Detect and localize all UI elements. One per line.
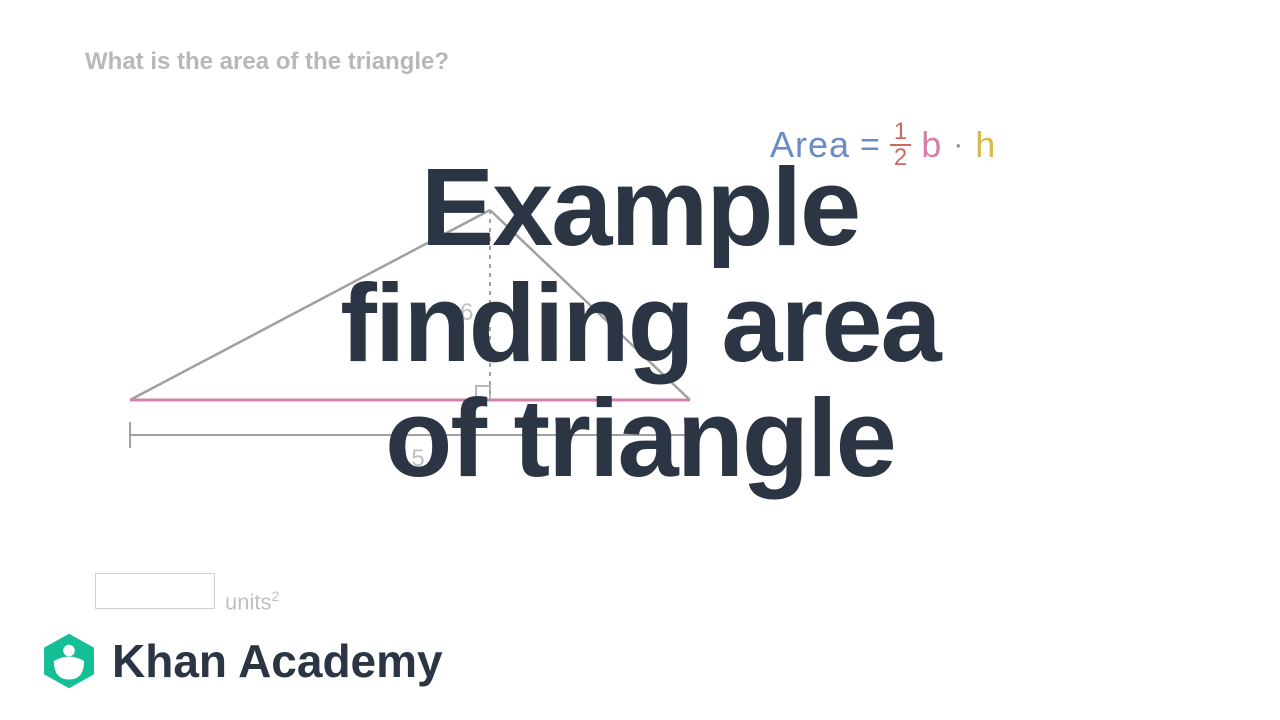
leaf-head xyxy=(63,645,75,657)
title-line-2: finding area xyxy=(0,266,1280,382)
units-text: units xyxy=(225,589,271,614)
title-line-3: of triangle xyxy=(0,381,1280,497)
answer-input[interactable] xyxy=(95,573,215,609)
question-text: What is the area of the triangle? xyxy=(85,48,449,76)
title-line-1: Example xyxy=(0,150,1280,266)
brand-name: Khan Academy xyxy=(112,634,443,688)
khan-hex-icon xyxy=(40,632,98,690)
answer-area: units2 xyxy=(95,573,279,615)
video-title: Example finding area of triangle xyxy=(0,150,1280,497)
units-exponent: 2 xyxy=(271,588,279,604)
fraction-numerator: 1 xyxy=(890,120,911,146)
question-label: What is the area of the triangle? xyxy=(85,48,449,75)
brand-logo: Khan Academy xyxy=(40,632,443,690)
answer-units: units2 xyxy=(225,588,279,615)
